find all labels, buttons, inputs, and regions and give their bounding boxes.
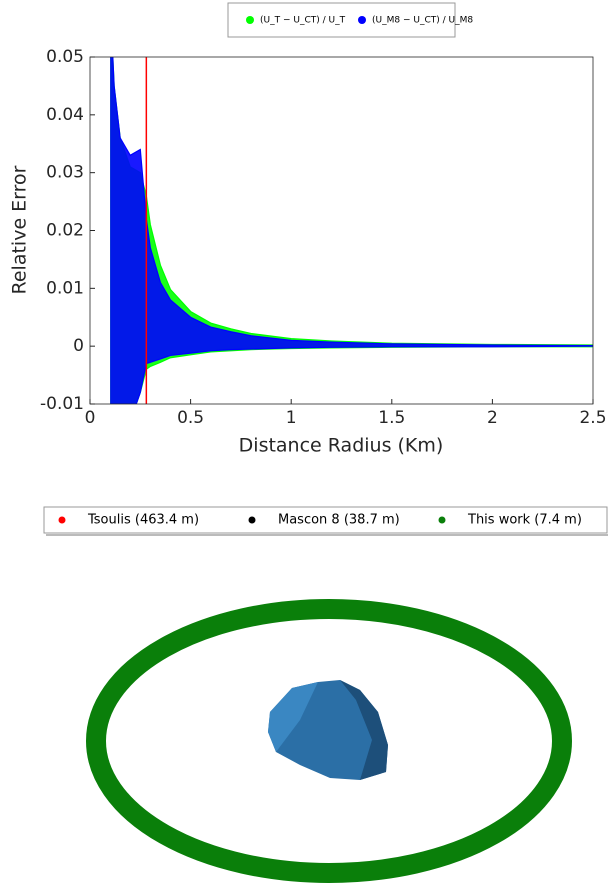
legend-marker (358, 16, 366, 24)
y-tick-label: 0 (73, 336, 84, 356)
legend-label: Tsoulis (463.4 m) (87, 513, 199, 528)
y-tick-label: 0.02 (46, 221, 84, 241)
legend-marker (58, 516, 66, 524)
y-tick-label: 0.04 (46, 105, 84, 125)
legend-marker (248, 516, 256, 524)
legend-box (227, 2, 456, 38)
x-tick-label: 1.5 (378, 408, 405, 428)
y-axis-label: Relative Error (9, 165, 31, 294)
legend-marker (438, 516, 446, 524)
upper-line (112, 57, 593, 347)
y-tick-label: 0.01 (46, 278, 84, 298)
y-tick-label: -0.01 (40, 394, 84, 414)
x-tick-label: 0 (85, 408, 96, 428)
y-tick-label: 0.03 (46, 163, 84, 183)
orbit-ring (86, 599, 572, 883)
y-tick-label: 0.05 (46, 47, 84, 67)
legend-label: (U_M8 − U_CT) / U_M8 (372, 16, 473, 26)
x-tick-label: 2 (487, 408, 498, 428)
legend-marker (246, 16, 254, 24)
x-tick-label: 1 (286, 408, 297, 428)
legend-label: This work (7.4 m) (467, 513, 582, 528)
x-tick-label: 0.5 (177, 408, 204, 428)
legend-box (43, 506, 608, 534)
plot-content (110, 57, 593, 404)
legend-label: (U_T − U_CT) / U_T (260, 16, 346, 26)
asteroid (268, 680, 388, 780)
legend-label: Mascon 8 (38.7 m) (278, 513, 400, 528)
x-axis-label: Distance Radius (Km) (239, 435, 444, 457)
lower-line (135, 345, 593, 404)
x-tick-label: 2.5 (579, 408, 606, 428)
